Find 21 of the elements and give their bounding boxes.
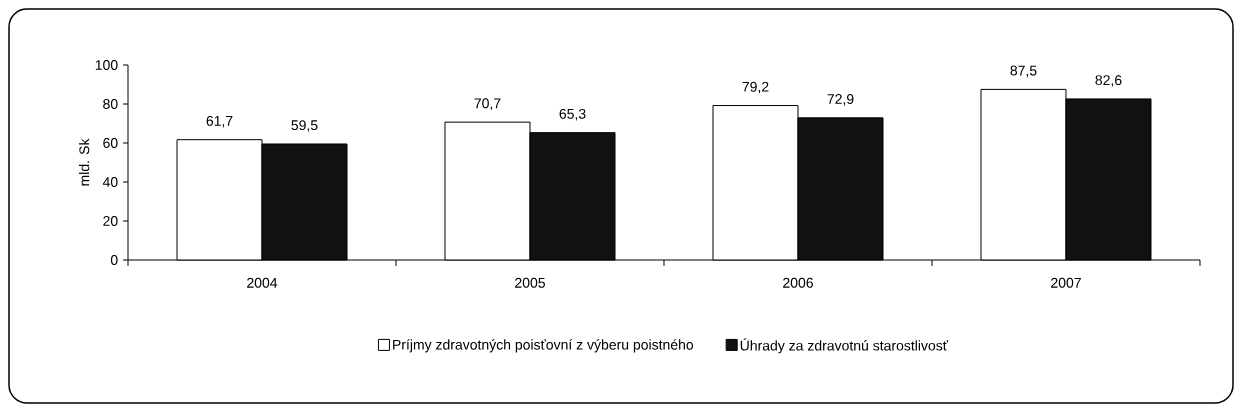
y-tick-label: 40	[102, 177, 118, 187]
data-label: 82,6	[1095, 75, 1122, 87]
x-tick-label: 2005	[515, 277, 545, 288]
x-tick-label: 2006	[783, 277, 813, 288]
data-label: 61,7	[206, 115, 233, 128]
data-label: 70,7	[474, 98, 501, 110]
x-tick-label: 2007	[1051, 277, 1081, 288]
legend-label: Príjmy zdravotných poisťovní z výberu poistného	[393, 339, 694, 353]
x-tick-label: 2004	[247, 277, 278, 288]
data-label: 65,3	[559, 108, 586, 121]
data-label: 72,9	[827, 94, 854, 106]
y-tick-label: 60	[103, 138, 118, 148]
legend-label: Úhrady za zdravotnú starostlivosť	[740, 338, 949, 354]
y-axis-title: mld. Sk	[78, 138, 90, 186]
data-label: 59,5	[291, 120, 318, 132]
y-tick-label: 0	[110, 255, 118, 265]
y-tick-label: 100	[95, 60, 118, 70]
data-label: 87,5	[1010, 65, 1037, 78]
y-tick-label: 20	[103, 216, 118, 226]
data-label: 79,2	[742, 81, 769, 94]
y-tick-label: 80	[103, 99, 118, 109]
